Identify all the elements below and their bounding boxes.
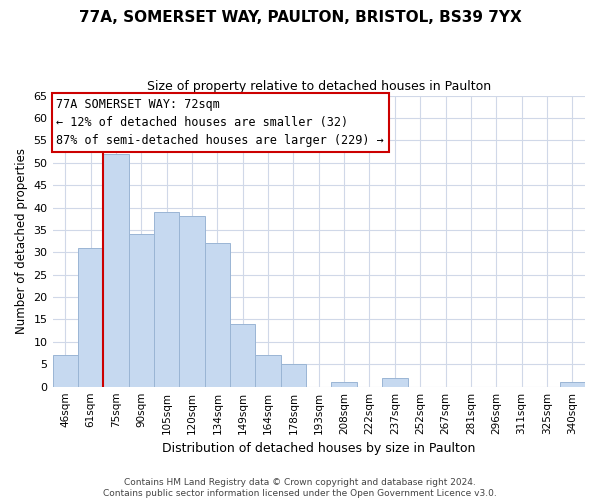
Bar — [256, 356, 281, 386]
Bar — [154, 212, 179, 386]
Bar — [230, 324, 256, 386]
Text: 77A, SOMERSET WAY, PAULTON, BRISTOL, BS39 7YX: 77A, SOMERSET WAY, PAULTON, BRISTOL, BS3… — [79, 10, 521, 25]
Bar — [78, 248, 103, 386]
Bar — [53, 356, 78, 386]
Bar — [331, 382, 357, 386]
Y-axis label: Number of detached properties: Number of detached properties — [15, 148, 28, 334]
Bar — [382, 378, 407, 386]
Bar — [560, 382, 585, 386]
Text: Contains HM Land Registry data © Crown copyright and database right 2024.
Contai: Contains HM Land Registry data © Crown c… — [103, 478, 497, 498]
Bar — [128, 234, 154, 386]
Bar — [103, 154, 128, 386]
Title: Size of property relative to detached houses in Paulton: Size of property relative to detached ho… — [147, 80, 491, 93]
Bar — [281, 364, 306, 386]
X-axis label: Distribution of detached houses by size in Paulton: Distribution of detached houses by size … — [162, 442, 475, 455]
Bar — [179, 216, 205, 386]
Text: 77A SOMERSET WAY: 72sqm
← 12% of detached houses are smaller (32)
87% of semi-de: 77A SOMERSET WAY: 72sqm ← 12% of detache… — [56, 98, 384, 147]
Bar — [205, 244, 230, 386]
